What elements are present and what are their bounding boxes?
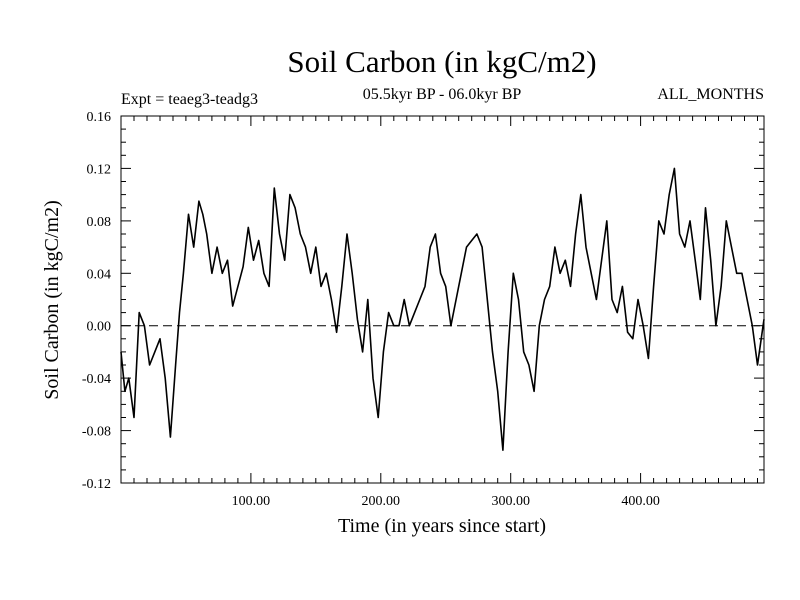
y-tick-label: 0.12 bbox=[87, 162, 112, 177]
x-axis-label: Time (in years since start) bbox=[338, 515, 546, 537]
x-tick-label: 200.00 bbox=[362, 494, 401, 509]
x-tick-label: 300.00 bbox=[491, 494, 530, 509]
chart-subtitle: 05.5kyr BP - 06.0kyr BP bbox=[363, 86, 522, 103]
soil-carbon-series-line bbox=[120, 167, 765, 452]
months-label: ALL_MONTHS bbox=[657, 86, 764, 103]
experiment-label: Expt = teaeg3-teadg3 bbox=[121, 91, 258, 108]
y-tick-label: 0.08 bbox=[87, 215, 112, 230]
y-tick-label: 0.16 bbox=[87, 110, 112, 125]
y-axis-label: Soil Carbon (in kgC/m2) bbox=[41, 200, 63, 399]
plot-frame bbox=[120, 115, 765, 484]
y-tick-label: -0.08 bbox=[82, 425, 111, 440]
y-tick-label: 0.04 bbox=[87, 267, 112, 282]
y-tick-label: -0.12 bbox=[82, 477, 111, 492]
chart-title: Soil Carbon (in kgC/m2) bbox=[287, 44, 596, 79]
y-tick-label: -0.04 bbox=[82, 372, 111, 387]
x-tick-label: 100.00 bbox=[232, 494, 271, 509]
y-tick-label: 0.00 bbox=[87, 320, 112, 335]
x-tick-label: 400.00 bbox=[621, 494, 660, 509]
plot-area: 100.00 200.00 300.00 400.00 -0.12 -0.08 -0.04 0… bbox=[82, 110, 765, 509]
